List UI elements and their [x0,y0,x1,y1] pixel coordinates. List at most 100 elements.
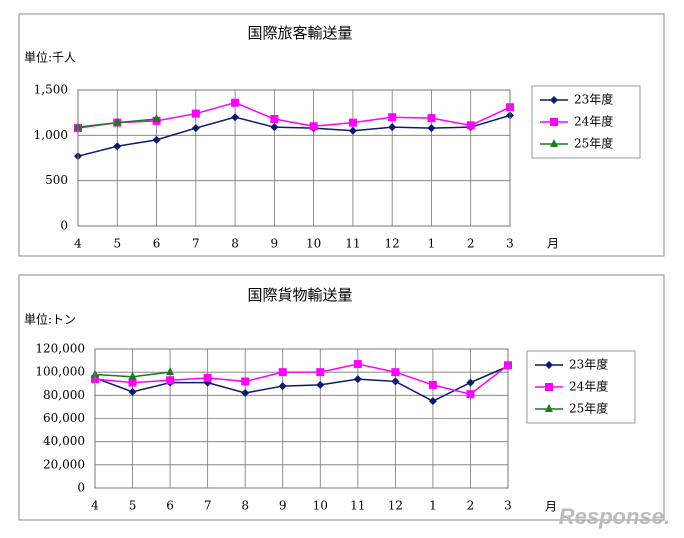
legend-label: 23年度 [574,92,613,107]
x-tick-label: 6 [166,499,174,513]
legend-label: 25年度 [574,136,613,151]
marker [550,118,558,126]
series-line [94,365,509,402]
chart-title: 国際貨物輸送量 [247,286,352,304]
marker [203,373,212,382]
y-tick-label: 500 [45,173,68,187]
marker [191,109,200,118]
marker [270,115,279,124]
marker [428,397,437,406]
marker [113,117,122,126]
marker [152,135,161,144]
x-tick-label: 11 [345,237,360,251]
marker [391,377,400,386]
marker [113,142,122,151]
y-tick-label: 1,500 [34,83,68,97]
x-tick-label: 8 [231,237,239,251]
marker [270,123,279,132]
marker [309,122,318,131]
marker [348,118,357,127]
marker [231,113,240,122]
marker [427,124,436,133]
y-tick-label: 60,000 [43,411,85,425]
series-line [77,114,511,157]
marker [466,121,475,130]
marker [545,404,553,412]
x-tick-label: 3 [506,237,514,251]
y-tick-label: 20,000 [43,457,85,471]
chart-title: 国際旅客輸送量 [247,24,352,42]
x-tick-label: 9 [279,499,287,513]
x-tick-label: 12 [385,237,400,251]
unit-label: 単位:千人 [24,50,76,65]
legend-frame [531,85,641,159]
x-tick-label: 1 [428,237,436,251]
x-tick-label: 1 [429,499,437,513]
marker [545,383,553,391]
marker [128,387,137,396]
y-tick-label: 1,000 [34,128,68,142]
x-tick-label: 9 [271,237,279,251]
marker [427,114,436,123]
marker [353,375,362,384]
marker [428,380,437,389]
marker [241,389,250,398]
x-unit: 月 [547,237,559,251]
marker [388,113,397,122]
marker [278,368,287,377]
plot-frame [94,348,509,489]
legend-label: 24年度 [574,114,613,129]
marker [348,126,357,135]
y-tick-label: 0 [77,481,85,495]
marker [191,124,200,133]
x-tick-label: 3 [504,499,512,513]
panel-frame [18,13,665,257]
marker [545,361,553,369]
marker [353,360,362,369]
marker [166,367,175,376]
series-line [94,363,509,395]
marker [166,376,175,385]
legend-label: 23年度 [569,357,608,372]
y-tick-label: 0 [60,219,68,233]
unit-label: 単位:トン [24,312,76,327]
x-tick-label: 12 [388,499,403,513]
legend-frame [526,350,636,424]
legend-label: 24年度 [569,379,608,394]
marker [550,96,558,104]
plot-frame [77,89,511,227]
marker [241,377,250,386]
marker [278,382,287,391]
marker [466,378,475,387]
marker [316,380,325,389]
x-tick-label: 7 [192,237,200,251]
x-unit: 月 [545,500,557,514]
marker [550,139,558,147]
watermark: Response. [559,504,670,529]
series-line [77,101,511,129]
marker [152,114,161,123]
marker [128,371,137,380]
marker [128,378,137,387]
x-tick-label: 5 [113,237,121,251]
marker [391,368,400,377]
marker [388,123,397,132]
x-tick-label: 11 [350,499,365,513]
x-tick-label: 7 [204,499,212,513]
marker [466,390,475,399]
y-tick-label: 80,000 [43,388,85,402]
x-tick-label: 8 [241,499,249,513]
x-tick-label: 2 [467,237,475,251]
x-tick-label: 5 [129,499,137,513]
marker [231,98,240,107]
legend-label: 25年度 [569,401,608,416]
x-tick-label: 10 [313,499,328,513]
y-tick-label: 100,000 [35,365,85,379]
y-tick-label: 40,000 [43,434,85,448]
x-tick-label: 6 [153,237,161,251]
panel-frame [18,274,665,521]
x-tick-label: 4 [91,499,99,513]
x-tick-label: 2 [467,499,475,513]
marker [316,368,325,377]
